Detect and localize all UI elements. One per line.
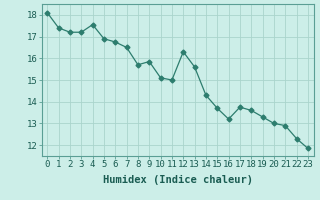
X-axis label: Humidex (Indice chaleur): Humidex (Indice chaleur) [103,175,252,185]
